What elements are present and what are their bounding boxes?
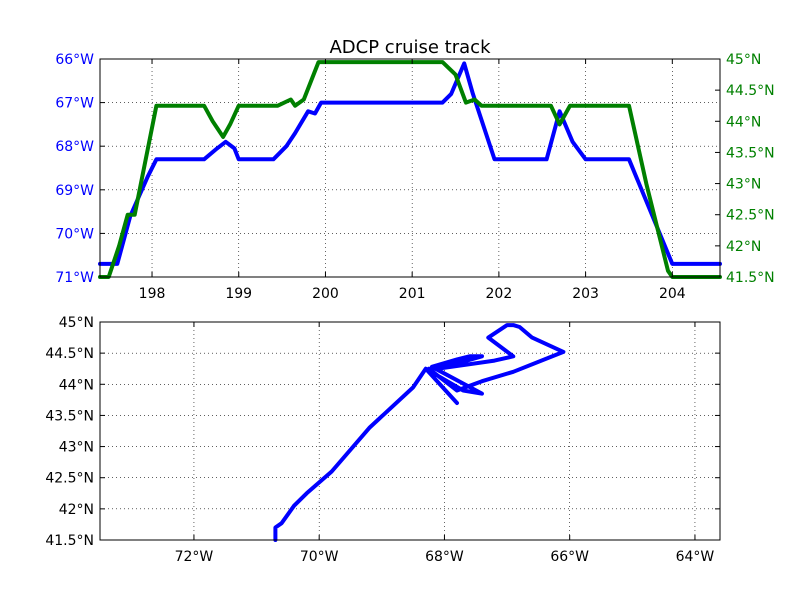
bottom-y-tick-label: 44°N [59, 377, 94, 393]
chart-title: ADCP cruise track [329, 37, 491, 58]
bottom-y-tick-label: 44.5°N [45, 346, 94, 362]
top-y-left-tick-label: 69°W [55, 183, 94, 199]
bottom-x-axis: 72°W 70°W 68°W 66°W 64°W [175, 322, 715, 565]
bottom-series-cruise-track-line [273, 323, 566, 542]
top-y-left-tick-label: 70°W [55, 226, 94, 242]
top-series-longitude-line [98, 61, 722, 266]
top-y-right-tick-label: 41.5°N [726, 270, 775, 286]
bottom-y-tick-label: 42°N [59, 502, 94, 518]
top-y-right-tick-label: 45°N [726, 52, 761, 68]
top-x-axis: 198 199 200 201 202 203 204 [139, 59, 686, 302]
bottom-plot-frame [99, 321, 721, 541]
top-x-tick-label: 202 [486, 286, 513, 302]
top-y-right-tick-label: 43.5°N [726, 145, 775, 161]
top-y-left-tick-label: 68°W [55, 139, 94, 155]
bottom-y-axis: 45°N 44.5°N 44°N 43.5°N 43°N 42.5°N 42°N 41.5°N [45, 315, 720, 549]
top-y-right-tick-label: 44.5°N [726, 83, 775, 99]
bottom-x-tick-label: 64°W [676, 549, 715, 565]
top-x-tick-label: 204 [659, 286, 686, 302]
top-x-tick-label: 198 [139, 286, 166, 302]
top-x-tick-label: 201 [399, 286, 426, 302]
top-y-right-tick-label: 43°N [726, 177, 761, 193]
bottom-y-tick-label: 42.5°N [45, 471, 94, 487]
top-chart-time-series: 198 199 200 201 202 203 204 66°W 67°W 68°W 69°W 70… [55, 52, 774, 302]
top-y-right-tick-label: 42.5°N [726, 208, 775, 224]
top-y-left-tick-label: 71°W [55, 270, 94, 286]
bottom-y-tick-label: 41.5°N [45, 533, 94, 549]
bottom-y-tick-label: 43°N [59, 440, 94, 456]
top-x-tick-label: 200 [312, 286, 339, 302]
bottom-x-tick-label: 68°W [425, 549, 464, 565]
top-plot-frame [99, 58, 721, 278]
bottom-series-group [273, 323, 566, 542]
top-y-right-tick-label: 44°N [726, 114, 761, 130]
top-series-latitude-line [98, 60, 722, 279]
top-x-tick-label: 199 [225, 286, 252, 302]
top-y-left-tick-label: 66°W [55, 52, 94, 68]
top-y-left-tick-label: 67°W [55, 96, 94, 112]
top-series-group [98, 60, 722, 279]
bottom-x-tick-label: 72°W [175, 549, 214, 565]
top-y-axis-right-latitude: 45°N 44.5°N 44°N 43.5°N 43°N 42.5°N 42°N 41.5°N [715, 52, 775, 286]
bottom-y-tick-label: 43.5°N [45, 408, 94, 424]
bottom-chart-track-map: 72°W 70°W 68°W 66°W 64°W 45°N 44.5°N 44°N 43.5°… [45, 315, 721, 565]
bottom-y-tick-label: 45°N [59, 315, 94, 331]
top-y-right-tick-label: 42°N [726, 239, 761, 255]
bottom-x-tick-label: 66°W [550, 549, 589, 565]
top-x-tick-label: 203 [572, 286, 599, 302]
top-y-axis-left-longitude: 66°W 67°W 68°W 69°W 70°W 71°W [55, 52, 105, 286]
bottom-x-tick-label: 70°W [300, 549, 339, 565]
